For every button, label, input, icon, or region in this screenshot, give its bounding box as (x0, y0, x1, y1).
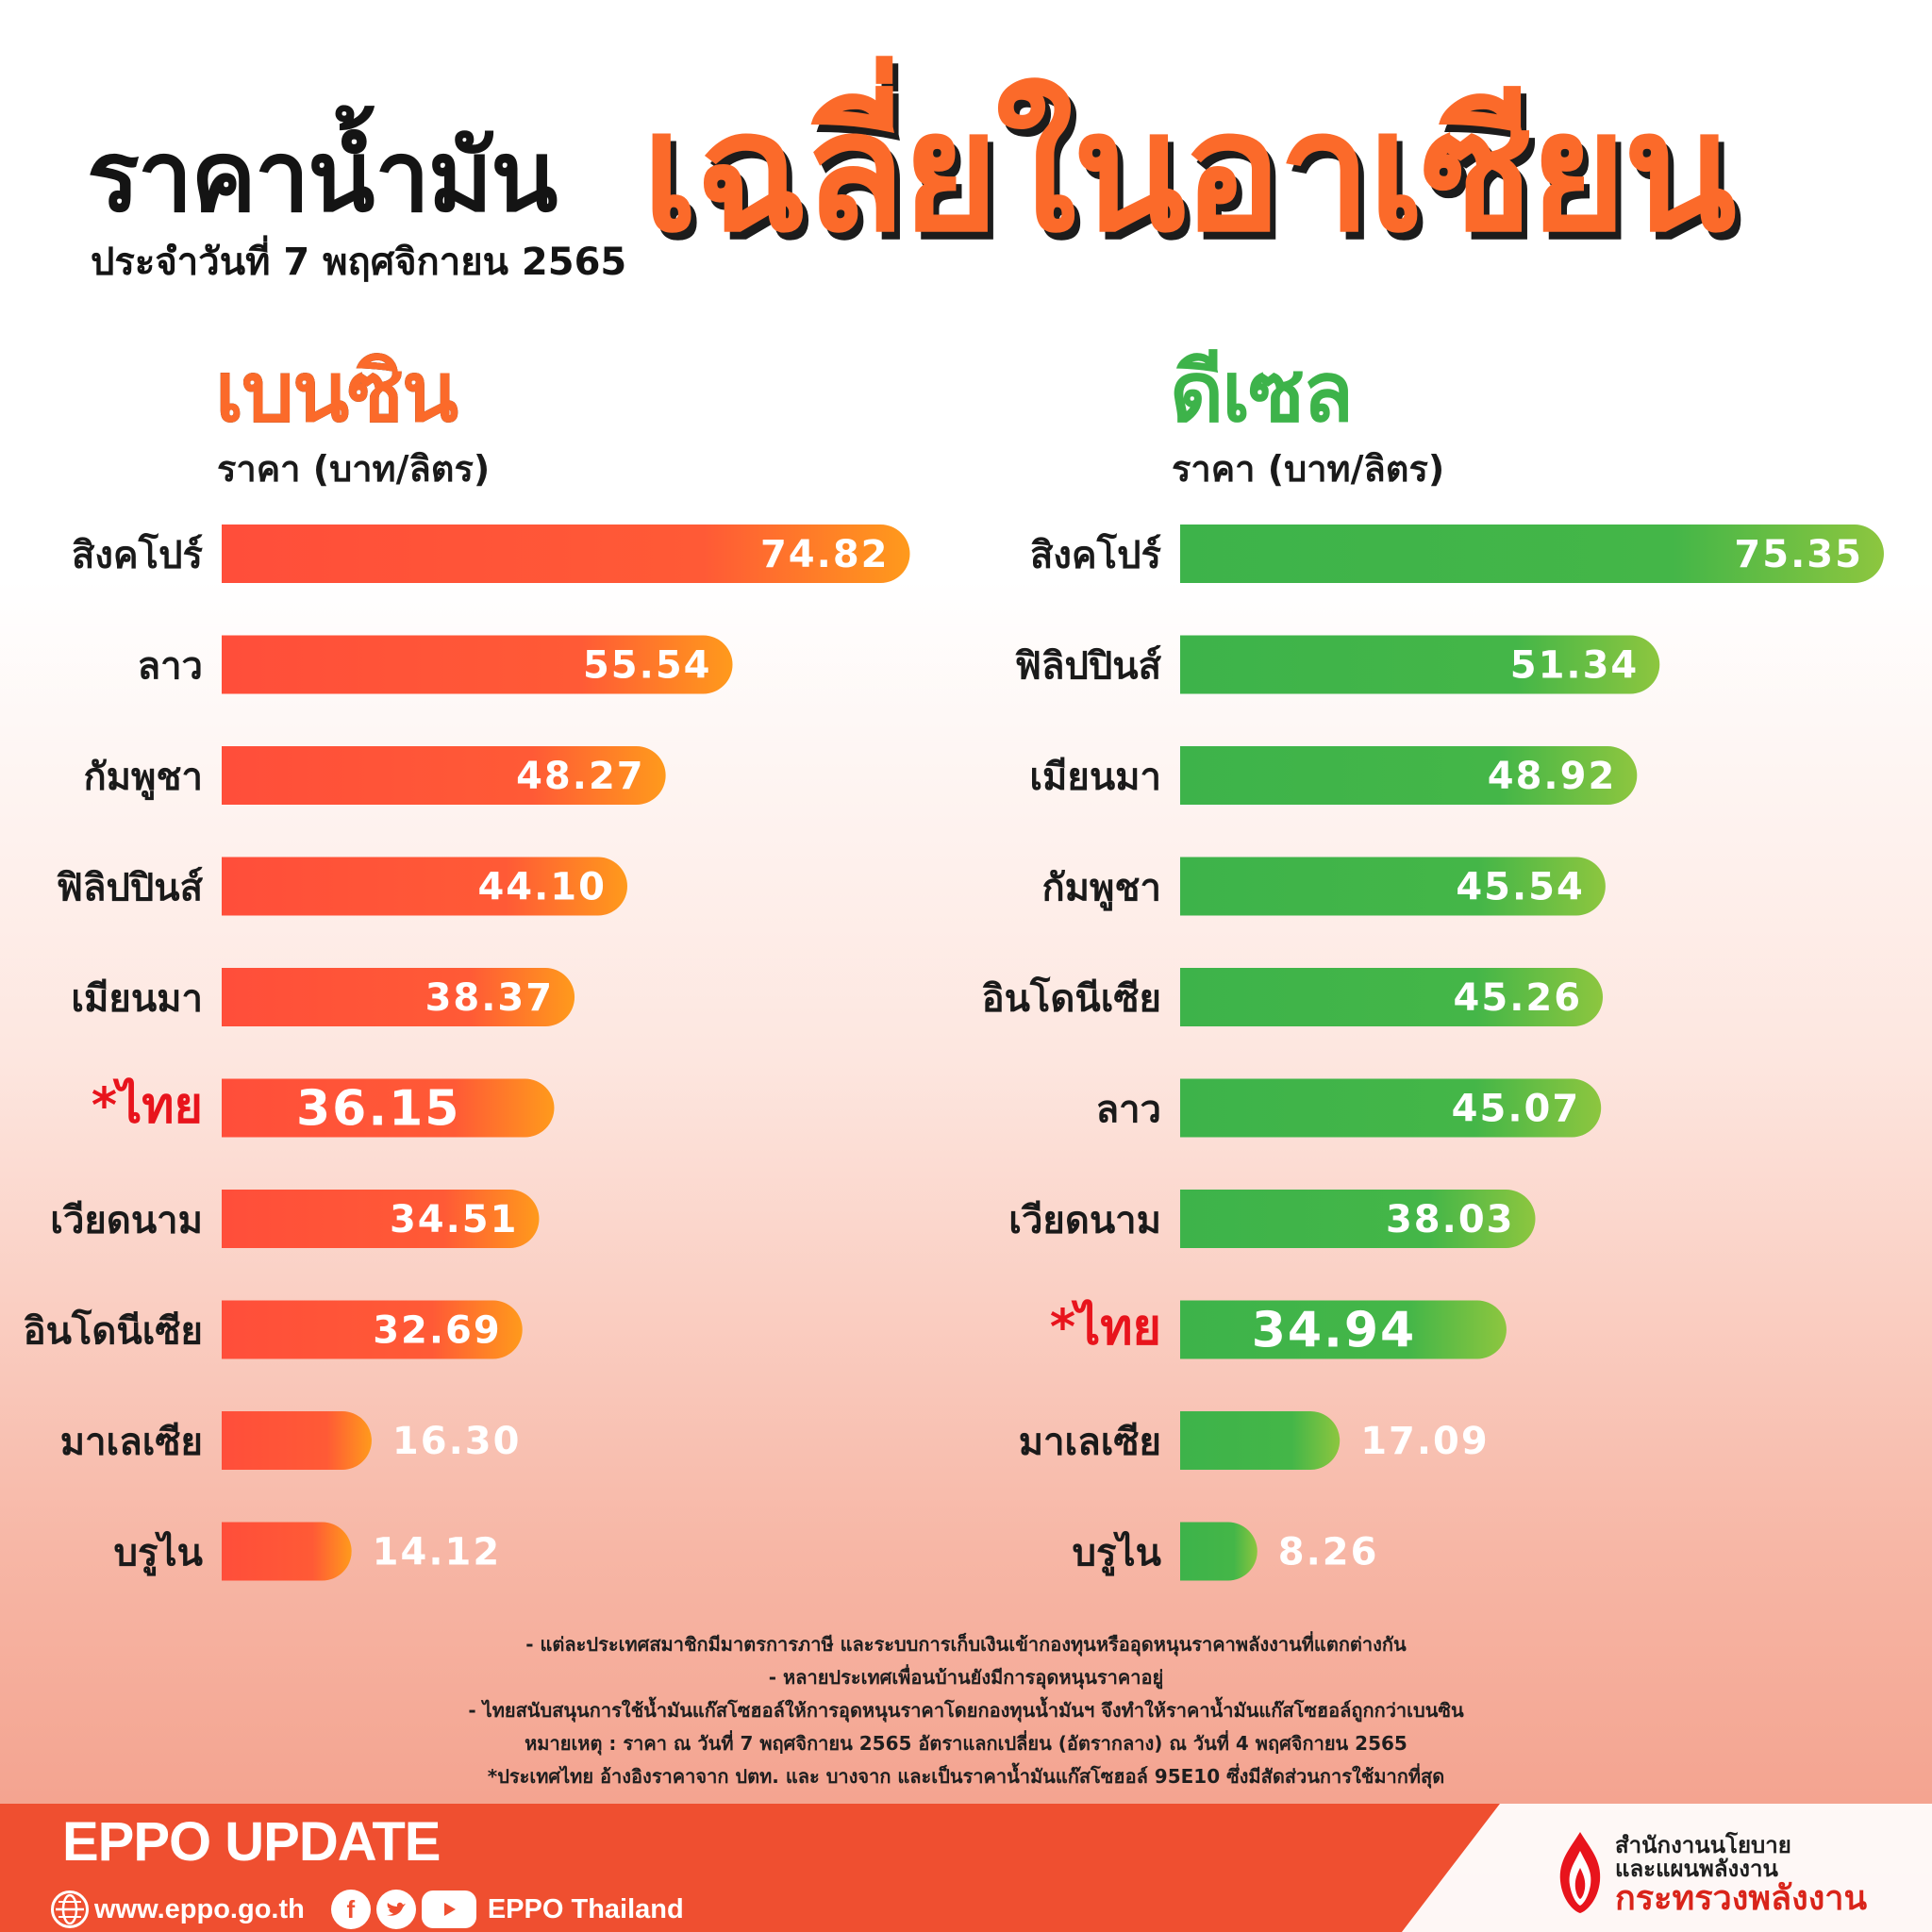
diesel-bar (1180, 1078, 1602, 1138)
diesel-category-label: ลาว (1096, 1089, 1161, 1132)
diesel-bar (1180, 746, 1638, 805)
gasoline-bar (222, 746, 666, 805)
gasoline-value-label: 36.15 (296, 1081, 460, 1138)
gasoline-bar (222, 1190, 540, 1248)
gasoline-category-label: บรูไน (114, 1531, 203, 1576)
note-line: *ประเทศไทย อ้างอิงราคาจาก ปตท. และ บางจา… (487, 1765, 1445, 1788)
gasoline-value-label: 48.27 (516, 755, 645, 798)
gasoline-value-label: 34.51 (390, 1198, 519, 1241)
gasoline-bar (222, 857, 627, 916)
gasoline-category-label: *ไทย (92, 1077, 203, 1135)
title-left: ราคาน้ำมัน (87, 119, 558, 234)
diesel-bar (1180, 525, 1884, 583)
diesel-value-label: 45.54 (1456, 866, 1585, 909)
diesel-value-label: 45.07 (1452, 1088, 1581, 1131)
diesel-panel-title: ดีเซล (1170, 343, 1354, 441)
note-line: - หลายประเทศเพื่อนบ้านยังมีการอุดหนุนราค… (768, 1666, 1164, 1689)
gasoline-category-label: เวียดนาม (50, 1199, 203, 1242)
gasoline-bar (222, 1522, 352, 1581)
diesel-category-label: *ไทย (1050, 1299, 1161, 1357)
diesel-category-label: อินโดนีเซีย (982, 976, 1161, 1021)
price-bar-charts: สิงคโปร์ 74.82 ลาว 55.54 กัมพูชา 48.27 ฟิลิปปิ… (24, 525, 1884, 1581)
gasoline-bar (222, 1300, 523, 1359)
diesel-bar (1180, 1522, 1257, 1581)
gasoline-value-label: 32.69 (373, 1309, 502, 1353)
diesel-bar (1180, 1411, 1341, 1470)
gasoline-bar (222, 968, 575, 1026)
gasoline-value-label: 55.54 (583, 644, 712, 688)
footnotes: - แต่ละประเทศสมาชิกมีมาตรการภาษี และระบบ… (0, 1628, 1932, 1793)
gasoline-panel-title: เบนซิน (215, 343, 458, 441)
facebook-icon[interactable]: f (330, 1890, 371, 1929)
twitter-icon[interactable] (375, 1890, 416, 1929)
footer-bar (0, 1804, 1932, 1932)
gasoline-value-label: 38.37 (425, 976, 555, 1020)
organization-name: สำนักงานนโยบาย และแผนพลังงาน กระทรวงพลัง… (1615, 1832, 1868, 1919)
diesel-category-label: ฟิลิปปินส์ (1015, 645, 1162, 689)
diesel-value-label: 51.34 (1510, 644, 1640, 688)
diesel-bar (1180, 857, 1606, 916)
diesel-bar (1180, 635, 1660, 694)
diesel-category-label: มาเลเซีย (1019, 1421, 1161, 1464)
diesel-chart: สิงคโปร์ 75.35 ฟิลิปปินส์ 51.34 เมียนมา 48.92… (982, 525, 1884, 1581)
diesel-category-label: กัมพูชา (1041, 867, 1161, 911)
gasoline-category-label: สิงคโปร์ (72, 533, 204, 577)
gasoline-unit-label: ราคา (บาท/ลิตร) (217, 448, 491, 490)
gasoline-category-label: ลาว (138, 645, 203, 689)
globe-icon (51, 1890, 89, 1928)
social-name[interactable]: EPPO Thailand (487, 1893, 684, 1924)
eppo-flame-logo (1559, 1832, 1601, 1913)
gasoline-chart: สิงคโปร์ 74.82 ลาว 55.54 กัมพูชา 48.27 ฟิลิปปิ… (24, 525, 910, 1581)
note-line: หมายเหตุ : ราคา ณ วันที่ 7 พฤศจิกายน 256… (525, 1732, 1407, 1755)
diesel-category-label: เมียนมา (1029, 756, 1161, 799)
youtube-icon[interactable] (421, 1890, 476, 1928)
header: ราคาน้ำมัน ประจำวันที่ 7 พฤศจิกายน 2565 … (0, 0, 1932, 311)
diesel-value-label: 8.26 (1278, 1531, 1379, 1574)
diesel-value-label: 38.03 (1386, 1198, 1515, 1241)
diesel-value-label: 45.26 (1454, 976, 1583, 1020)
diesel-value-label: 75.35 (1734, 533, 1863, 576)
gasoline-category-label: กัมพูชา (83, 756, 203, 800)
gasoline-category-label: ฟิลิปปินส์ (57, 867, 204, 910)
diesel-category-label: เวียดนาม (1008, 1199, 1161, 1242)
gasoline-category-label: เมียนมา (71, 977, 203, 1021)
diesel-unit-label: ราคา (บาท/ลิตร) (1172, 448, 1445, 490)
eppo-update-brand: EPPO UPDATE (62, 1811, 441, 1873)
diesel-bar (1180, 1300, 1507, 1359)
diesel-category-label: บรูไน (1073, 1531, 1161, 1576)
diesel-bar (1180, 968, 1604, 1026)
gasoline-value-label: 14.12 (373, 1531, 502, 1574)
gasoline-value-label: 16.30 (392, 1420, 522, 1463)
diesel-value-label: 34.94 (1252, 1303, 1416, 1359)
gasoline-category-label: อินโดนีเซีย (24, 1309, 203, 1354)
gasoline-value-label: 74.82 (760, 533, 890, 576)
diesel-value-label: 48.92 (1488, 755, 1617, 798)
note-line: - ไทยสนับสนุนการใช้น้ำมันแก๊สโซฮอล์ให้กา… (468, 1699, 1464, 1722)
title-date: ประจำวันที่ 7 พฤศจิกายน 2565 (91, 241, 627, 284)
diesel-value-label: 17.09 (1360, 1420, 1490, 1463)
gasoline-bar (222, 1411, 372, 1470)
gasoline-bar (222, 635, 733, 694)
note-line: - แต่ละประเทศสมาชิกมีมาตรการภาษี และระบบ… (525, 1633, 1407, 1656)
gasoline-bar (222, 525, 910, 583)
footer-links: www.eppo.go.th f EPPO Thailand (51, 1889, 684, 1930)
diesel-bar (1180, 1190, 1536, 1248)
gasoline-category-label: มาเลเซีย (60, 1421, 203, 1464)
diesel-category-label: สิงคโปร์ (1030, 533, 1162, 577)
title-main: เฉลี่ยในอาเซียน (641, 75, 1737, 269)
gasoline-value-label: 44.10 (477, 866, 607, 909)
website-link[interactable]: www.eppo.go.th (94, 1893, 305, 1924)
gasoline-bar (222, 1078, 555, 1138)
